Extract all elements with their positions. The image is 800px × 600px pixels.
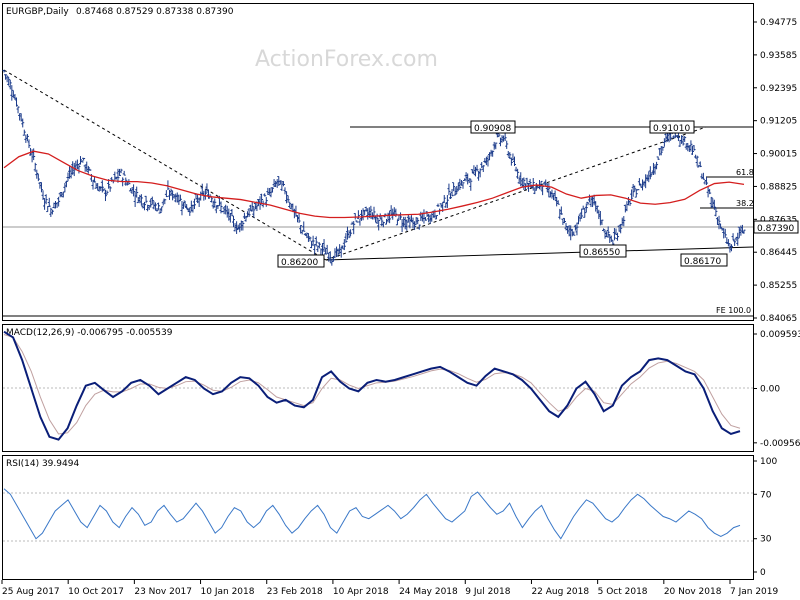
level-label-0-90908: 0.90908 <box>474 124 511 134</box>
x-tick-label: 22 Aug 2018 <box>531 587 589 597</box>
watermark: ActionForex.com <box>255 47 438 72</box>
ohlc-readout: 0.87468 0.87529 0.87338 0.87390 <box>76 7 234 17</box>
macd-y-tick-label: 0.00 <box>760 385 780 395</box>
level-label-0-91010: 0.91010 <box>653 124 690 134</box>
x-axis: 25 Aug 2017 10 Oct 2017 23 Nov 2017 10 Jan … <box>1 580 778 597</box>
level-box-0-86550: 0.86550 <box>579 244 627 258</box>
level-box-0-91010: 0.91010 <box>649 120 695 134</box>
rsi-line <box>3 488 741 540</box>
x-tick-label: 10 Apr 2018 <box>333 587 389 597</box>
x-tick-label: 7 Jan 2019 <box>730 587 778 597</box>
x-tick-label: 24 May 2018 <box>399 587 458 597</box>
x-tick-label: 10 Oct 2017 <box>68 587 124 597</box>
macd-y-tick-label: -0.009562 <box>760 439 800 449</box>
level-box-0-90908: 0.90908 <box>470 120 516 134</box>
level-label-0-86550: 0.86550 <box>583 248 620 258</box>
rsi-y-tick-label: 30 <box>760 535 772 545</box>
x-tick-label: 5 Oct 2018 <box>598 587 648 597</box>
price-panel-frame <box>2 3 754 321</box>
fe-label-100: FE 100.0 <box>716 306 751 315</box>
x-tick-label: 10 Jan 2018 <box>201 587 255 597</box>
price-y-tick-label: 0.87635 <box>760 215 797 225</box>
rsi-title: RSI(14) 39.9494 <box>6 459 79 469</box>
price-y-tick-label: 0.90015 <box>760 150 797 160</box>
rsi-value-line <box>3 488 741 540</box>
trend-line-down <box>3 69 327 261</box>
x-tick-label: 9 Jul 2018 <box>465 587 510 597</box>
trend-line-up <box>325 126 707 261</box>
level-box-0-86170: 0.86170 <box>680 253 728 267</box>
level-box-0-86200: 0.86200 <box>277 254 325 268</box>
macd-y-tick-label: 0.009593 <box>760 330 800 340</box>
symbol-label: EURGBP,Daily <box>6 7 69 17</box>
price-y-tick-label: 0.84065 <box>760 314 797 324</box>
macd-main-line <box>3 330 741 441</box>
moving-average <box>3 150 745 219</box>
rsi-y-tick-label: 70 <box>760 490 772 500</box>
x-tick-label: 23 Feb 2018 <box>267 587 323 597</box>
price-y-tick-label: 0.86445 <box>760 248 797 258</box>
x-tick-label: 23 Nov 2017 <box>134 587 192 597</box>
price-y-tick-label: 0.88825 <box>760 182 797 192</box>
price-y-tick-label: 0.85255 <box>760 281 797 291</box>
macd-title: MACD(12,26,9) -0.006795 -0.005539 <box>6 328 173 338</box>
rsi-y-tick-label: 0 <box>760 568 766 578</box>
last-price-box: 0.87390 <box>753 220 799 234</box>
rsi-y-tick-label: 100 <box>760 457 777 467</box>
price-bars <box>2 69 746 266</box>
macd-signal-line <box>3 334 741 435</box>
price-y-tick-label: 0.94775 <box>760 18 797 28</box>
fib-label-38-2: 38.2 <box>736 199 754 208</box>
x-tick-label: 20 Nov 2018 <box>664 587 722 597</box>
rsi-y-axis: 100 70 30 0 <box>753 457 777 578</box>
price-y-tick-label: 0.91205 <box>760 117 797 127</box>
price-y-tick-label: 0.93585 <box>760 51 797 61</box>
fib-label-61-8: 61.8 <box>736 168 754 177</box>
macd-y-axis: 0.009593 0.00 -0.009562 <box>753 330 800 449</box>
x-tick-label: 25 Aug 2017 <box>2 587 60 597</box>
ma-line <box>3 150 745 219</box>
price-y-axis: 0.94775 0.93585 0.92395 0.91205 0.90015 0.888… <box>753 18 797 324</box>
level-label-0-86170: 0.86170 <box>684 257 721 267</box>
last-price-label: 0.87390 <box>757 224 794 234</box>
support-line <box>325 246 754 261</box>
rsi-panel-frame <box>2 455 754 580</box>
price-y-tick-label: 0.92395 <box>760 84 797 94</box>
macd-lines <box>3 330 741 441</box>
level-label-0-86200: 0.86200 <box>281 258 318 268</box>
